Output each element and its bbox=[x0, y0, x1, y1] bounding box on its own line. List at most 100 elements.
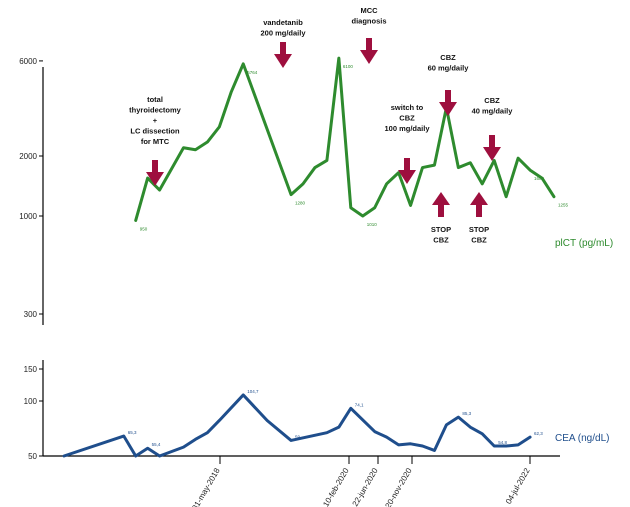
data-point-plct bbox=[433, 164, 436, 166]
y-tick-label-plct: 2000 bbox=[19, 152, 37, 161]
x-tick-label: 31-may-2018 bbox=[190, 466, 222, 507]
x-tick-label: 04-jul-2022 bbox=[504, 466, 532, 506]
arrow-down-icon bbox=[445, 90, 451, 102]
data-point-plct bbox=[290, 194, 292, 196]
data-point-cea bbox=[409, 443, 412, 445]
data-label-plct: 5764 bbox=[247, 70, 258, 75]
data-point-plct bbox=[194, 149, 197, 151]
annotation: MCC diagnosis bbox=[351, 6, 387, 64]
data-point-plct bbox=[529, 169, 531, 171]
annotation-text: vandetanib bbox=[263, 18, 303, 27]
arrow-down-icon bbox=[489, 135, 495, 147]
annotation-text: 60 mg/daily bbox=[428, 64, 470, 73]
data-point-plct bbox=[242, 63, 244, 65]
x-tick-label: 20-nov-2020 bbox=[383, 466, 414, 507]
data-point-cea bbox=[433, 449, 436, 452]
annotation-text: LC dissection bbox=[130, 127, 180, 136]
data-point-cea bbox=[517, 444, 519, 446]
data-point-cea bbox=[481, 433, 483, 435]
data-point-plct bbox=[493, 159, 495, 162]
data-point-plct bbox=[505, 196, 507, 198]
series-line-plct bbox=[134, 56, 556, 222]
annotation-text: + bbox=[153, 116, 158, 125]
data-point-cea bbox=[529, 436, 531, 438]
annotation-text: CBZ bbox=[440, 53, 456, 62]
series-line-cea bbox=[62, 393, 532, 458]
data-point-cea bbox=[421, 445, 424, 447]
annotation-text: STOP bbox=[469, 225, 489, 234]
annotation: STOP CBZ bbox=[469, 192, 489, 245]
data-point-plct bbox=[541, 177, 543, 179]
data-label-cea: 104,7 bbox=[247, 389, 259, 394]
data-point-plct bbox=[409, 204, 412, 207]
data-point-plct bbox=[230, 91, 232, 93]
annotation-text: thyroidectomy bbox=[129, 106, 182, 115]
data-point-plct bbox=[362, 215, 364, 217]
data-point-plct bbox=[386, 183, 388, 185]
y-tick-label-plct: 1000 bbox=[19, 212, 37, 221]
data-point-plct bbox=[481, 183, 483, 185]
data-point-cea bbox=[493, 445, 495, 447]
data-label-plct: 1010 bbox=[367, 222, 378, 227]
annotation: vandetanib 200 mg/daily bbox=[260, 18, 306, 68]
annotation: CBZ 60 mg/daily bbox=[428, 53, 470, 116]
annotation-text: CBZ bbox=[471, 236, 487, 245]
data-point-plct bbox=[135, 219, 137, 222]
arrow-up-head-icon bbox=[432, 192, 450, 205]
data-point-cea bbox=[350, 407, 352, 409]
data-point-cea bbox=[457, 416, 459, 418]
data-point-cea bbox=[159, 455, 161, 457]
arrow-down-icon bbox=[404, 158, 410, 170]
data-point-cea bbox=[338, 426, 340, 428]
annotation-text: for MTC bbox=[141, 137, 170, 146]
data-point-plct bbox=[314, 166, 316, 169]
annotation: CBZ 40 mg/daily bbox=[472, 96, 513, 161]
arrow-down-head-icon bbox=[146, 172, 164, 186]
data-point-cea bbox=[63, 455, 65, 457]
annotation-text: 200 mg/daily bbox=[260, 29, 306, 38]
y-tick-label-plct: 6000 bbox=[19, 57, 37, 66]
y-tick-label-cea: 150 bbox=[24, 365, 38, 374]
data-point-plct bbox=[218, 126, 220, 128]
annotation-text: CBZ bbox=[484, 96, 500, 105]
data-point-cea bbox=[147, 447, 149, 449]
y-tick-label-cea: 100 bbox=[24, 397, 38, 406]
data-label-cea: 62,3 bbox=[534, 431, 543, 436]
data-label-cea: 55,4 bbox=[152, 442, 161, 447]
data-point-plct bbox=[350, 207, 352, 209]
data-point-plct bbox=[457, 166, 459, 169]
data-point-plct bbox=[421, 166, 424, 169]
data-point-cea bbox=[135, 455, 137, 457]
arrow-down-head-icon bbox=[360, 50, 378, 64]
data-label-plct: 950 bbox=[140, 226, 148, 231]
x-tick-label: 10-feb-2020 bbox=[321, 466, 351, 507]
data-point-cea bbox=[374, 430, 376, 433]
arrow-down-icon bbox=[152, 160, 158, 172]
arrow-down-icon bbox=[280, 42, 286, 54]
annotation-text: CBZ bbox=[433, 236, 449, 245]
annotation-text: CBZ bbox=[399, 114, 415, 123]
data-point-plct bbox=[398, 172, 400, 174]
data-point-plct bbox=[553, 196, 555, 198]
annotation-text: switch to bbox=[391, 103, 424, 112]
arrow-down-head-icon bbox=[274, 54, 292, 68]
arrow-up-head-icon bbox=[470, 192, 488, 205]
data-point-plct bbox=[182, 147, 185, 149]
annotation-text: diagnosis bbox=[351, 17, 386, 26]
arrow-down-head-icon bbox=[439, 102, 457, 116]
y-tick-label-cea: 50 bbox=[28, 452, 37, 461]
data-point-plct bbox=[147, 177, 149, 179]
arrow-down-head-icon bbox=[398, 170, 416, 184]
data-point-cea bbox=[266, 419, 268, 422]
data-point-cea bbox=[206, 432, 208, 434]
data-point-plct bbox=[338, 57, 340, 59]
y-tick-label-cea: 300 bbox=[24, 310, 38, 319]
data-point-plct bbox=[326, 159, 328, 162]
data-point-plct bbox=[374, 207, 376, 209]
annotation-text: total bbox=[147, 95, 163, 104]
data-point-cea bbox=[194, 438, 197, 440]
annotation-text: MCC bbox=[360, 6, 378, 15]
